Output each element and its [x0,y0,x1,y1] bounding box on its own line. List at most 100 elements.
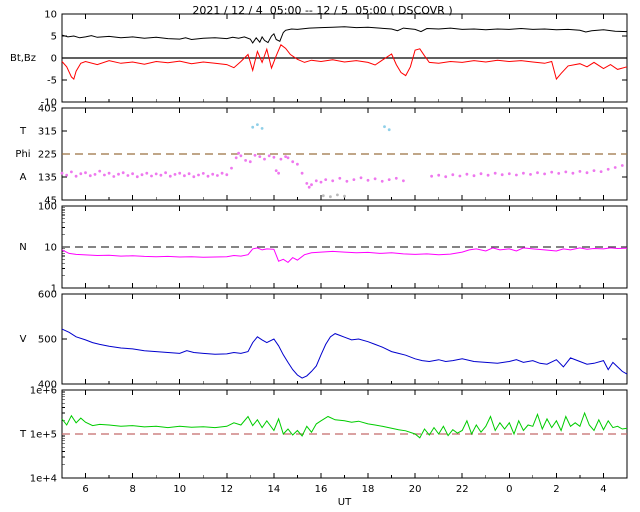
y-tick-label: 1e+5 [30,430,57,441]
data-point-Phi [394,176,398,180]
y-tick-label: 400 [38,380,57,391]
x-tick-label: 20 [409,484,422,495]
data-point-Phi [500,173,504,177]
data-point-Phi [585,171,589,175]
data-point-Phi [117,172,120,176]
data-point-Phi [620,164,624,167]
y-tick-label: 45 [44,196,57,207]
x-tick-label: 10 [173,484,186,495]
data-point-Phi [244,159,248,162]
y-tick-label: 10 [44,10,57,21]
x-tick-label: 18 [362,484,375,495]
data-point-Phi [150,174,153,178]
data-point-Phi [84,171,87,175]
data-point-Phi-alt [383,125,386,129]
panel-speed: 600 500 400 [38,290,628,391]
series-T [61,411,628,439]
bt-bz-axis-label: Bt,Bz [9,53,37,64]
data-point-Phi-uncertain [336,193,339,197]
y-tick-label: 5 [51,32,57,43]
data-point-Phi-alt [251,125,255,129]
y-tick-label: 10 [44,243,57,254]
data-point-Phi [192,175,196,179]
series-N [61,247,628,264]
data-point-Phi [126,174,130,177]
x-tick-label: 4 [600,484,606,495]
y-tick-label: 100 [38,202,57,213]
data-point-Phi [267,154,271,158]
x-tick-label: 22 [456,484,469,495]
data-point-Phi [522,171,525,175]
x-tick-label: 8 [129,484,135,495]
data-point-Phi [465,172,469,176]
data-point-Phi [458,174,462,178]
data-point-Phi-uncertain [329,195,332,199]
data-point-Phi [296,162,299,166]
data-point-Phi [220,171,224,175]
data-point-Phi [366,178,370,182]
data-point-Phi [451,173,455,177]
data-point-Phi [324,178,328,182]
data-point-Phi [291,160,295,164]
data-point-Phi [472,174,476,178]
data-point-Phi [286,156,290,160]
data-point-Phi-uncertain [343,194,346,198]
data-point-Phi [380,179,384,183]
data-point-Phi [70,170,73,174]
temperature-axis-label: T [19,429,27,440]
x-tick-label: 0 [506,484,512,495]
data-point-Phi [201,172,205,175]
data-point-Phi [613,166,617,169]
data-point-Phi [515,173,518,177]
data-point-Phi [173,173,177,176]
series-Bt [61,26,628,44]
y-tick-label: 1e+6 [30,386,57,397]
chart-title: 2021 / 12 / 4 05:00 -- 12 / 5 05:00 ( DS… [192,4,453,17]
y-tick-label: -5 [47,76,57,87]
data-point-Phi [402,179,405,183]
sector-away-label: A [19,172,27,183]
data-point-Phi [211,172,215,176]
panel-box [61,293,628,385]
data-point-Phi [359,176,363,180]
data-point-Phi [197,173,200,177]
data-point-Phi [345,179,349,183]
data-point-Phi [112,175,116,178]
density-axis-label: N [19,242,27,253]
data-point-Phi [274,169,278,173]
data-point-Phi [178,171,182,175]
data-point-Phi [103,173,106,177]
data-point-Phi [164,171,168,175]
data-point-Phi [543,172,546,176]
speed-axis-label: V [19,334,27,345]
data-point-Phi [284,155,287,159]
data-point-Phi-alt [387,128,391,132]
y-tick-label: 1e+4 [30,474,57,485]
data-point-Phi [121,171,125,175]
data-point-Phi [387,178,391,182]
data-point-Phi [263,157,266,161]
data-point-Phi [60,171,64,175]
y-tick-label: 0 [51,54,57,65]
data-point-Phi [578,170,582,173]
data-point-Phi [486,173,490,177]
data-point-Phi-alt [256,123,259,126]
panel-bt-bz: 10 5 0 -5 -10 [41,10,628,109]
data-point-Phi [338,176,342,180]
data-point-Phi [430,174,433,178]
data-point-Phi [183,174,186,178]
data-point-Phi [564,170,568,174]
data-point-Phi [507,172,511,176]
data-point-Phi [253,153,257,157]
panel-density: 100 10 1 [38,202,628,295]
panel-temperature: 1e+6 1e+5 1e+4 [30,386,628,485]
data-point-Phi [277,171,280,175]
data-point-Phi [187,172,191,176]
data-point-Phi [88,174,92,178]
data-point-Phi [444,175,448,179]
x-tick-label: 16 [315,484,328,495]
data-point-Phi [65,173,69,177]
data-point-Phi [599,170,603,174]
data-point-Phi [258,155,262,159]
